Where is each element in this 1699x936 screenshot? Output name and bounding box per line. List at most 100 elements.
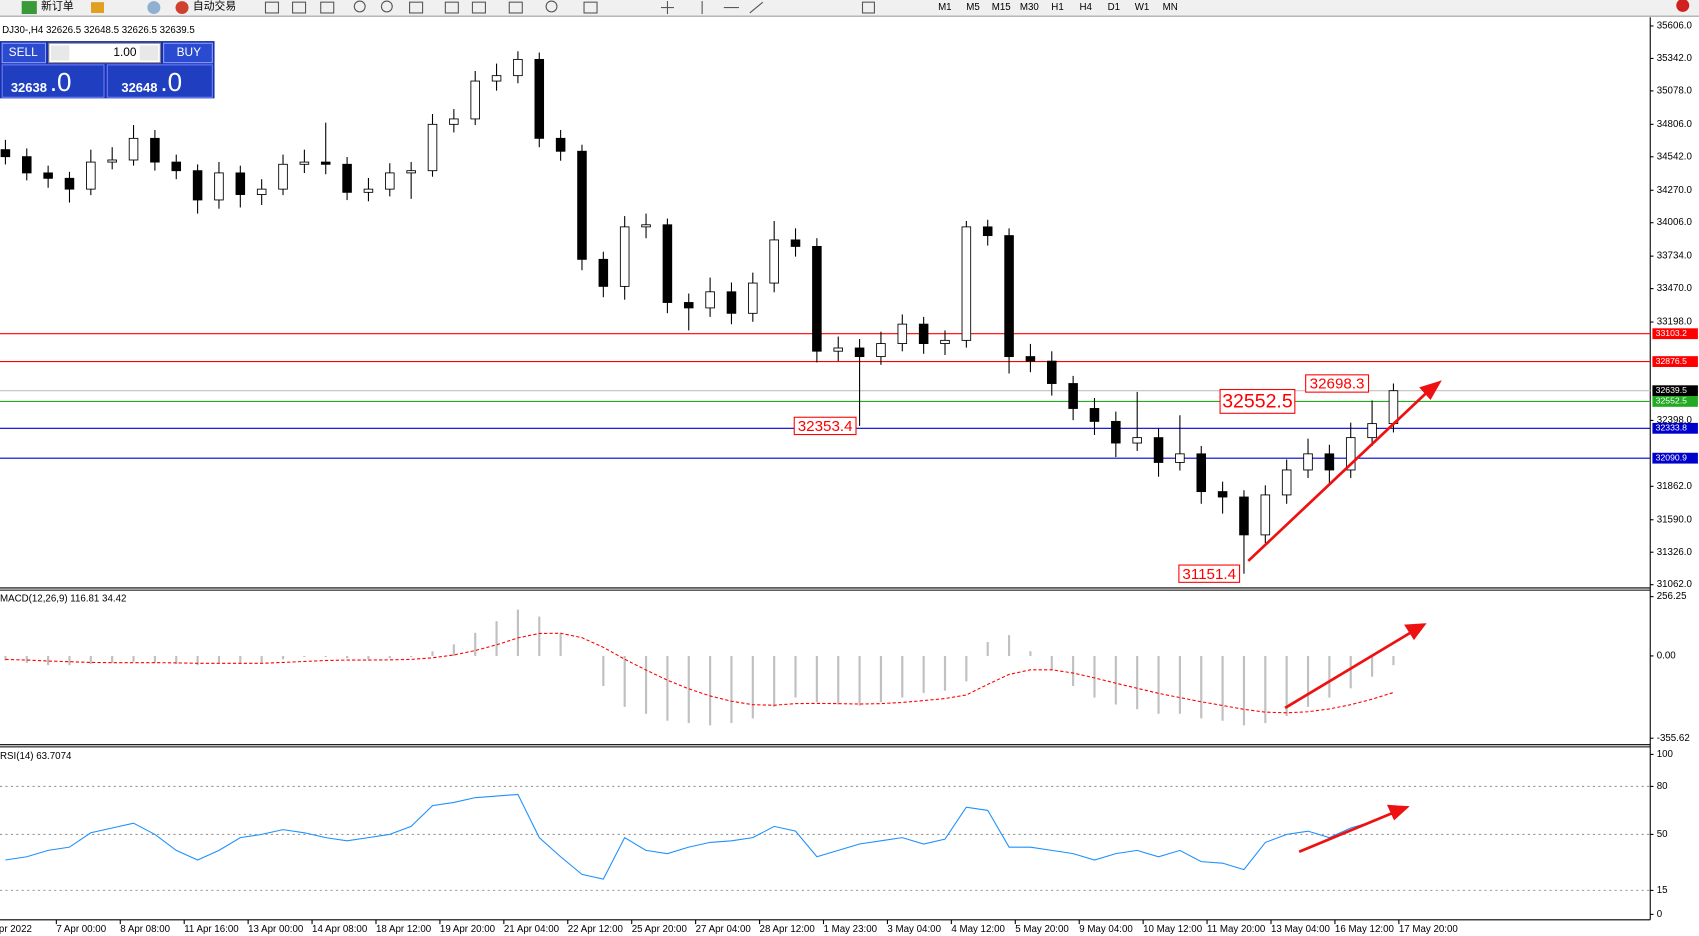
label-tool[interactable] — [861, 1, 875, 14]
y-tick-label: 33470.0 — [1657, 283, 1693, 294]
price-level-tag — [1652, 328, 1698, 340]
toolbar-icon[interactable] — [147, 1, 161, 15]
candle-body — [427, 123, 438, 172]
macd-bar — [837, 655, 840, 705]
arrow-head — [1386, 804, 1410, 821]
candle-body — [299, 161, 310, 165]
price-annotation-box — [1305, 374, 1370, 393]
zoom-in[interactable] — [353, 0, 366, 13]
sell-label[interactable]: SELL — [9, 45, 39, 59]
x-tick-label: 13 Apr 00:00 — [248, 924, 304, 935]
zoom-out[interactable] — [380, 0, 393, 13]
candle-body — [918, 323, 929, 344]
lot-increase[interactable] — [139, 45, 159, 61]
macd-bar — [431, 651, 434, 656]
macd-bar — [367, 655, 370, 660]
candle-body — [598, 258, 609, 287]
candle-body — [1068, 383, 1078, 409]
tool-icon[interactable] — [545, 0, 558, 13]
price-annotation: 32698.3 — [1310, 376, 1365, 393]
candle-body — [833, 347, 843, 352]
macd-bar — [1007, 635, 1011, 656]
candle-body — [1047, 360, 1057, 384]
auto-trading-button[interactable]: 自动交易 — [193, 0, 236, 12]
lot-value[interactable]: 1.00 — [113, 45, 137, 59]
period-button[interactable]: H1 — [1051, 2, 1063, 13]
x-tick-label: 1 May 23:00 — [823, 924, 877, 935]
macd-signal-line — [5, 632, 1394, 714]
candle-body — [812, 245, 822, 352]
macd-bar — [730, 655, 733, 724]
tool-icon[interactable] — [409, 1, 424, 14]
buy-label[interactable]: BUY — [177, 45, 202, 59]
candle-body — [363, 188, 374, 193]
toolbar-icon[interactable] — [91, 2, 105, 13]
auto-trading-icon[interactable] — [175, 1, 189, 15]
trendline-tool[interactable] — [749, 1, 764, 14]
ask-box[interactable] — [106, 64, 213, 98]
lot-decrease[interactable] — [50, 45, 70, 61]
period-button[interactable]: M5 — [966, 2, 980, 13]
macd-bar — [815, 655, 818, 703]
macd-bar — [666, 655, 669, 721]
macd-bar — [1328, 655, 1331, 698]
macd-bar — [1221, 655, 1224, 721]
candle-body — [0, 149, 11, 158]
period-button[interactable]: D1 — [1108, 2, 1120, 13]
candle-body — [1196, 453, 1207, 493]
new-order-icon[interactable] — [21, 1, 37, 15]
period-button[interactable]: M30 — [1020, 2, 1040, 13]
y-tick-label: 34270.0 — [1657, 185, 1693, 196]
macd-panel-title: MACD(12,26,9) 116.81 34.42 — [0, 593, 126, 604]
price-annotation-box — [1178, 564, 1241, 583]
period-button[interactable]: M1 — [938, 2, 952, 13]
period-button[interactable]: MN — [1163, 2, 1178, 13]
macd-bar — [1264, 655, 1267, 724]
tool-icon[interactable] — [320, 1, 335, 14]
sell-button[interactable] — [1, 42, 47, 64]
x-tick-label: 17 May 20:00 — [1399, 924, 1459, 935]
macd-bar — [1029, 651, 1032, 656]
tool-icon[interactable] — [583, 1, 598, 14]
tool-icon[interactable] — [264, 1, 280, 14]
candle-body — [1153, 437, 1164, 463]
macd-bar — [1371, 655, 1374, 677]
period-button[interactable]: M15 — [992, 2, 1011, 13]
macd-bar — [260, 655, 263, 663]
tool-icon[interactable] — [471, 1, 486, 14]
lot-input[interactable] — [48, 42, 161, 64]
period-button[interactable]: W1 — [1135, 2, 1150, 13]
y-tick-label: 31590.0 — [1657, 514, 1693, 525]
macd-bar — [47, 655, 50, 666]
tool-icon[interactable] — [444, 1, 459, 14]
tool-icon[interactable] — [508, 1, 523, 14]
notification-badge[interactable] — [1676, 0, 1690, 12]
candle-body — [192, 170, 203, 201]
candle-body — [1089, 408, 1100, 422]
x-tick-label: 11 May 20:00 — [1207, 924, 1266, 935]
candle-body — [86, 161, 96, 190]
new-order-button[interactable]: 新订单 — [41, 0, 74, 12]
tool-icon[interactable] — [292, 1, 307, 14]
macd-bar — [281, 655, 285, 660]
candle-body — [683, 302, 694, 309]
y-tick-label: 33198.0 — [1657, 317, 1693, 328]
macd-bar — [773, 655, 776, 707]
bid-box[interactable] — [1, 64, 105, 98]
macd-bar — [922, 655, 925, 693]
x-tick-label: Apr 2022 — [0, 924, 32, 935]
price-level-label: 32876.5 — [1656, 356, 1687, 366]
candle-body — [897, 323, 908, 344]
candle-body — [748, 282, 758, 314]
price-level-label: 32639.5 — [1656, 385, 1687, 395]
period-button[interactable]: H4 — [1079, 2, 1092, 13]
candle-body — [705, 291, 715, 309]
rsi-line — [5, 793, 1394, 880]
candle-body — [555, 137, 566, 152]
x-tick-label: 18 Apr 12:00 — [376, 924, 432, 935]
macd-bar — [4, 655, 7, 661]
buy-button[interactable] — [163, 42, 213, 64]
candle-body — [491, 75, 502, 82]
x-tick-label: 4 May 12:00 — [951, 924, 1005, 935]
macd-bar — [1157, 655, 1160, 714]
